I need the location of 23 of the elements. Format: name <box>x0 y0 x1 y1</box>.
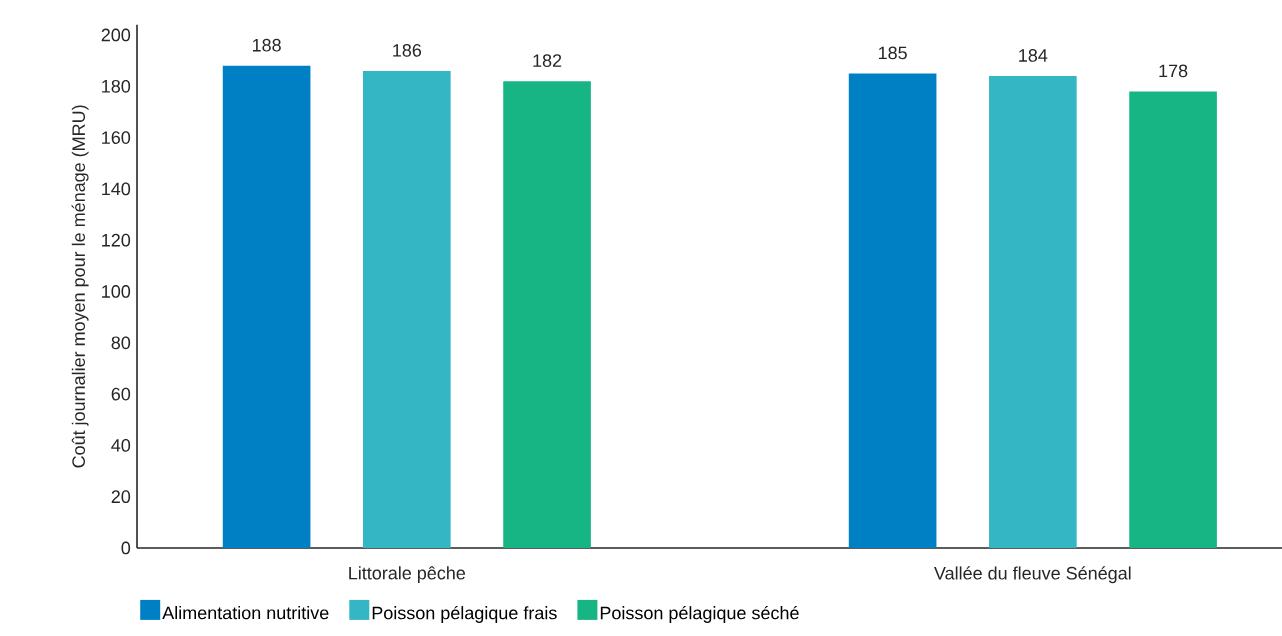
data-label: 185 <box>878 46 907 60</box>
x-tick-label: Vallée du fleuve Sénégal <box>934 566 1131 584</box>
y-tick-label: 100 <box>102 285 131 298</box>
y-tick-label: 180 <box>102 79 131 93</box>
x-tick-label: Littorale pêche <box>349 566 466 584</box>
data-label: 178 <box>1159 64 1188 78</box>
y-tick-label: 120 <box>102 233 131 247</box>
data-label: 186 <box>393 43 422 57</box>
y-tick-label: 200 <box>101 28 131 42</box>
y-tick-label: 60 <box>111 387 131 401</box>
y-tick-label: 80 <box>111 336 131 350</box>
y-tick-label: 40 <box>111 439 131 452</box>
y-axis-title: Coût journalier moyen pour le ménage (MRU) <box>71 105 89 468</box>
legend-label: Poisson pélagique séché <box>600 605 799 623</box>
y-tick-label: 160 <box>102 131 131 144</box>
y-tick-label: 140 <box>102 182 131 196</box>
data-label: 188 <box>252 38 281 52</box>
legend-label: Poisson pélagique frais <box>372 605 557 623</box>
legend-label: Alimentation nutritive <box>162 606 329 620</box>
data-label: 182 <box>533 54 562 67</box>
data-label: 184 <box>1019 49 1048 62</box>
y-tick-label: 0 <box>121 541 131 555</box>
y-tick-label: 20 <box>111 490 131 504</box>
